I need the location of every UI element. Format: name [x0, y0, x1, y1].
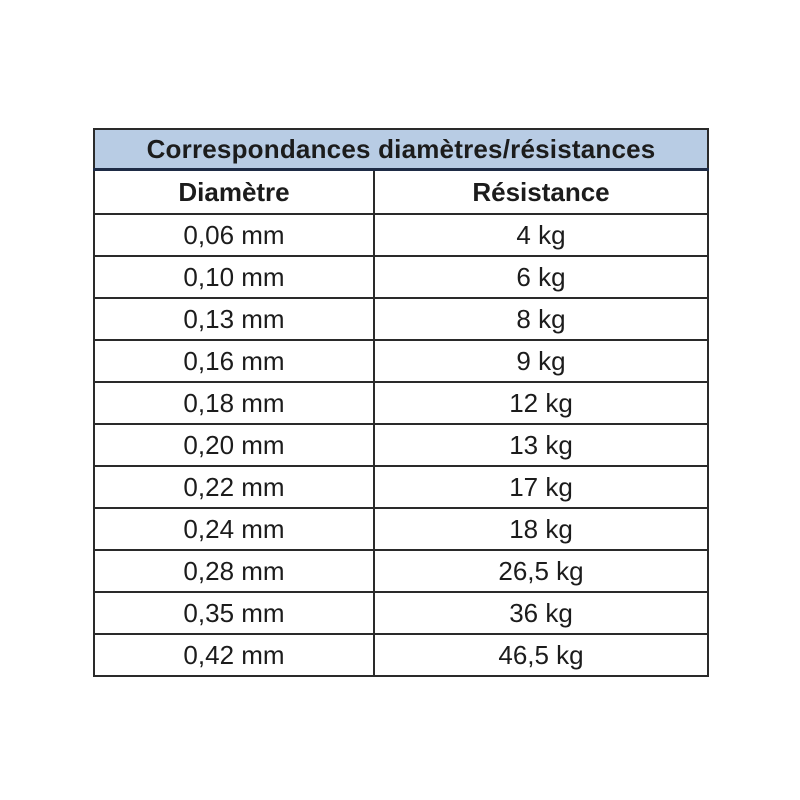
resistance-cell: 9 kg — [372, 339, 710, 383]
resistance-cell: 12 kg — [372, 381, 710, 425]
resistance-cell: 46,5 kg — [372, 633, 710, 677]
header-row: Diamètre Résistance — [93, 168, 710, 215]
table-row: 0,24 mm 18 kg — [93, 507, 710, 551]
resistance-cell: 36 kg — [372, 591, 710, 635]
diametre-cell: 0,10 mm — [93, 255, 375, 299]
resistance-cell: 18 kg — [372, 507, 710, 551]
table-row: 0,35 mm 36 kg — [93, 591, 710, 635]
table-body: 0,06 mm 4 kg 0,10 mm 6 kg 0,13 mm 8 kg 0,16 mm… — [93, 213, 710, 677]
table-row: 0,20 mm 13 kg — [93, 423, 710, 467]
resistance-cell: 4 kg — [372, 213, 710, 257]
table-row: 0,22 mm 17 kg — [93, 465, 710, 509]
table-row: 0,10 mm 6 kg — [93, 255, 710, 299]
resistance-cell: 17 kg — [372, 465, 710, 509]
table-row: 0,13 mm 8 kg — [93, 297, 710, 341]
diametre-cell: 0,18 mm — [93, 381, 375, 425]
diametre-cell: 0,28 mm — [93, 549, 375, 593]
column-header-diametre: Diamètre — [93, 168, 375, 215]
column-header-resistance: Résistance — [372, 168, 710, 215]
table-row: 0,16 mm 9 kg — [93, 339, 710, 383]
table-row: 0,42 mm 46,5 kg — [93, 633, 710, 677]
correspondence-table: Correspondances diamètres/résistances Di… — [92, 128, 710, 677]
diametre-cell: 0,35 mm — [93, 591, 375, 635]
table-row: 0,06 mm 4 kg — [93, 213, 710, 257]
diametre-cell: 0,24 mm — [93, 507, 375, 551]
resistance-cell: 13 kg — [372, 423, 710, 467]
diametre-cell: 0,22 mm — [93, 465, 375, 509]
resistance-cell: 8 kg — [372, 297, 710, 341]
title-row: Correspondances diamètres/résistances — [92, 128, 710, 171]
diametre-cell: 0,13 mm — [93, 297, 375, 341]
table-title: Correspondances diamètres/résistances — [92, 128, 710, 171]
diametre-cell: 0,16 mm — [93, 339, 375, 383]
diametre-cell: 0,42 mm — [93, 633, 375, 677]
diametre-cell: 0,20 mm — [93, 423, 375, 467]
resistance-cell: 6 kg — [372, 255, 710, 299]
diametre-cell: 0,06 mm — [93, 213, 375, 257]
table-row: 0,28 mm 26,5 kg — [93, 549, 710, 593]
resistance-cell: 26,5 kg — [372, 549, 710, 593]
table-row: 0,18 mm 12 kg — [93, 381, 710, 425]
